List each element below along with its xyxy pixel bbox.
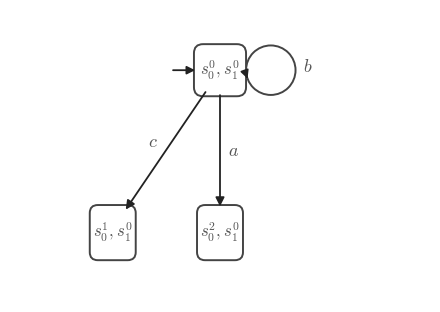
Text: $b$: $b$ bbox=[303, 58, 313, 76]
Text: $c$: $c$ bbox=[148, 133, 158, 151]
Text: $s_0^0, s_1^0$: $s_0^0, s_1^0$ bbox=[200, 59, 240, 82]
FancyBboxPatch shape bbox=[197, 205, 243, 260]
Text: $a$: $a$ bbox=[228, 142, 239, 160]
FancyBboxPatch shape bbox=[194, 44, 246, 96]
FancyBboxPatch shape bbox=[90, 205, 136, 260]
Text: $s_0^2, s_1^0$: $s_0^2, s_1^0$ bbox=[200, 221, 240, 244]
Text: $s_0^1, s_1^0$: $s_0^1, s_1^0$ bbox=[93, 221, 132, 244]
